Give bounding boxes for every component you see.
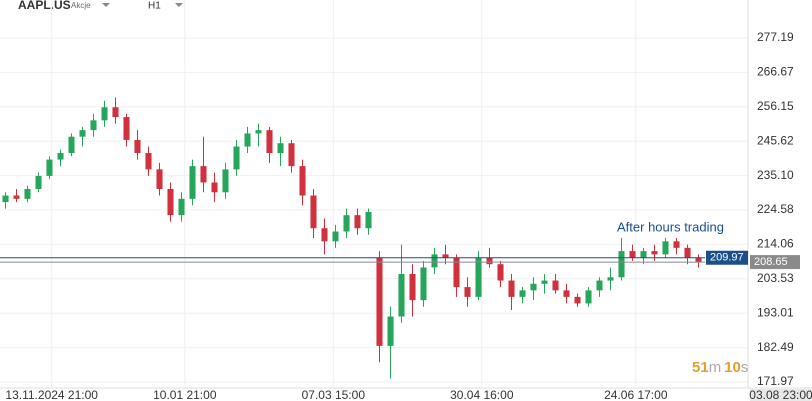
y-tick-label: 277.19 (757, 30, 794, 44)
y-tick-label: 235.10 (757, 168, 794, 182)
price-label-box (750, 255, 800, 270)
y-tick-label: 203.53 (757, 271, 794, 285)
candle-body (563, 290, 570, 297)
candle-body (145, 153, 152, 170)
candle-body (453, 257, 460, 288)
candle-body (332, 231, 339, 242)
candle-body (123, 117, 130, 140)
candle-body (68, 136, 75, 154)
dropdown-arrow[interactable] (102, 3, 110, 7)
candle-body (420, 267, 427, 301)
candle-body (13, 195, 20, 199)
candle-body (343, 215, 350, 232)
candle-body (519, 290, 526, 297)
x-tick-label: 10.01 21:00 (153, 388, 217, 401)
countdown-part: s (741, 359, 749, 376)
candle-body (178, 198, 185, 216)
candle-body (618, 251, 625, 278)
candle-body (574, 296, 581, 304)
candle-body (189, 166, 196, 199)
candle-body (211, 182, 218, 193)
x-tick-label: 30.04 16:00 (450, 388, 514, 401)
price-label: 208.65 (754, 256, 788, 268)
annotation: After hours trading (617, 219, 724, 234)
candle-body (387, 316, 394, 346)
candle-body (475, 257, 482, 297)
x-tick-label: 07.03 15:00 (302, 388, 366, 401)
candle-body (508, 280, 515, 297)
candle-body (607, 277, 614, 281)
y-tick-label: 182.49 (757, 340, 794, 354)
candle-body (156, 169, 163, 189)
candle-body (376, 257, 383, 346)
candle-body (673, 241, 680, 248)
candle-body (398, 273, 405, 317)
countdown-part: 51 (692, 359, 709, 376)
candle-body (695, 257, 702, 263)
y-tick-label: 193.01 (757, 305, 794, 319)
candle-body (2, 195, 9, 203)
candle-body (684, 247, 691, 258)
countdown-part: 10 (724, 359, 741, 376)
candle-body (651, 251, 658, 255)
candle-body (79, 130, 86, 137)
candle-body (24, 188, 31, 199)
dropdown-arrow[interactable] (175, 3, 183, 7)
price-label: 209.97 (710, 252, 744, 264)
candle-body (596, 280, 603, 291)
symbol[interactable]: AAPL.US (18, 0, 71, 12)
candle-body (244, 133, 251, 147)
candle-body (552, 280, 559, 291)
y-tick-label: 256.15 (757, 99, 794, 113)
candle-body (541, 280, 548, 284)
candle-body (409, 273, 416, 301)
candle-body (255, 130, 262, 134)
candle-body (640, 251, 647, 258)
candle-body (629, 251, 636, 258)
current-time-box (750, 389, 812, 401)
candle-body (299, 166, 306, 196)
candle-body (35, 175, 42, 189)
candle-body (57, 153, 64, 160)
candle-body (266, 130, 273, 154)
candle-body (310, 195, 317, 229)
candle-body (486, 257, 493, 265)
candle-body (530, 283, 537, 291)
candle-body (277, 143, 284, 154)
candle-body (365, 211, 372, 229)
candle-body (46, 159, 53, 176)
asset-class: Akcje (71, 1, 91, 10)
x-tick-label: 24.06 17:00 (604, 388, 668, 401)
candle-body (167, 188, 174, 216)
price-label-box (706, 250, 748, 265)
current-time-label: 03.08 23:00 (749, 388, 812, 401)
candle-body (585, 290, 592, 304)
candle-body (431, 254, 438, 268)
candle-body (101, 107, 108, 121)
candle-body (222, 169, 229, 193)
candle-body (90, 120, 97, 131)
candle-body (497, 264, 504, 281)
y-tick-label: 171.97 (757, 374, 794, 388)
y-tick-label: 214.06 (757, 237, 794, 251)
interval[interactable]: H1 (148, 1, 161, 12)
candle-body (662, 241, 669, 255)
y-tick-label: 245.62 (757, 133, 794, 147)
y-tick-label: 266.67 (757, 65, 794, 79)
candle-body (354, 215, 361, 229)
candle-body (288, 143, 295, 167)
candle-body (134, 139, 141, 154)
candle-body (321, 228, 328, 242)
candle-body (233, 146, 240, 170)
candle-body (200, 166, 207, 183)
countdown: 51m 10s (692, 359, 748, 376)
candle-body (112, 107, 119, 118)
candle-body (464, 287, 471, 297)
candle-body (442, 254, 449, 258)
x-tick-label: 13.11.2024 21:00 (5, 388, 98, 401)
y-tick-label: 224.58 (757, 202, 794, 216)
countdown-part: m (709, 359, 722, 376)
